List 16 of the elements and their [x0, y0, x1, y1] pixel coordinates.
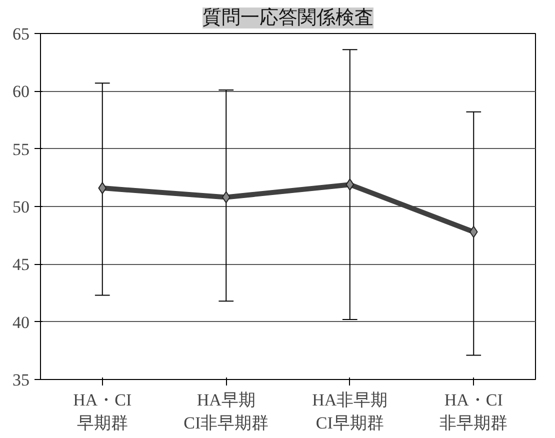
y-tick-label: 65: [12, 24, 30, 44]
y-tick-label: 45: [12, 255, 30, 274]
y-tick-label: 35: [12, 370, 30, 390]
x-tick-label: HA・CI 非早期群: [440, 390, 508, 432]
y-tick-label: 40: [12, 312, 30, 332]
y-tick-label: 55: [12, 140, 30, 159]
point: [346, 178, 354, 191]
point: [98, 182, 107, 194]
point: [222, 191, 230, 204]
x-tick-label: HA・CI 早期群: [73, 390, 132, 432]
point: [469, 226, 478, 238]
y-tick-label: 60: [12, 82, 30, 102]
x-tick-label: HA非早期 CI早期群: [312, 390, 388, 432]
x-tick-label: HA早期 CI非早期群: [184, 390, 269, 432]
y-tick-label: 50: [12, 198, 30, 216]
chart-title: 質問一応答関係検査: [202, 6, 374, 28]
